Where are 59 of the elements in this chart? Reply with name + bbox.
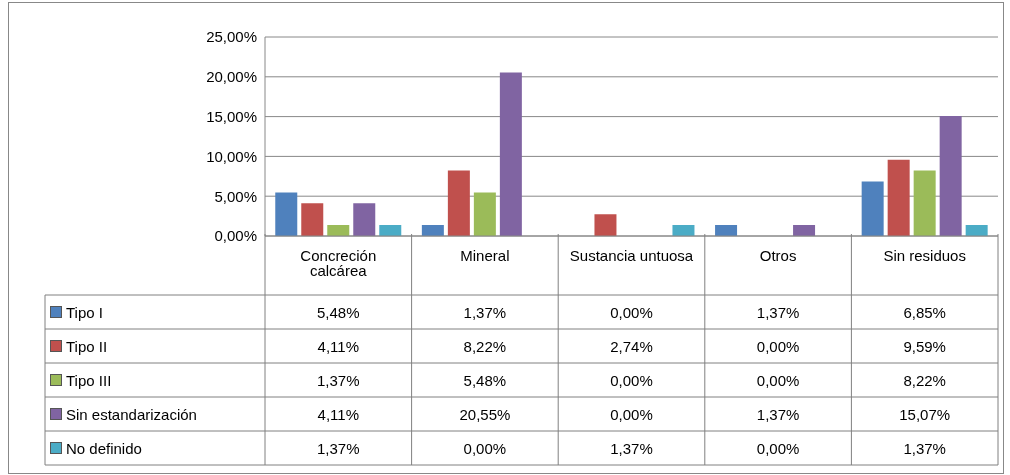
data-label: 8,22%: [462, 336, 508, 357]
bar: [594, 214, 617, 236]
legend-label: Sin estandarización: [66, 405, 197, 423]
data-label: 8,22%: [902, 370, 947, 391]
bar: [715, 225, 738, 236]
bar: [861, 181, 884, 236]
data-label: 4,11%: [316, 336, 360, 357]
bar: [379, 225, 402, 236]
bar: [301, 203, 324, 236]
data-label: 1,37%: [462, 302, 508, 323]
bar: [965, 225, 988, 236]
data-label: 2,74%: [609, 336, 654, 357]
data-label: 4,11%: [316, 404, 360, 425]
x-tick-label: Sustancia untuosa: [569, 246, 694, 264]
bar: [327, 225, 350, 236]
x-tick-label: Otros: [759, 246, 797, 264]
bar: [447, 170, 470, 236]
data-label: 0,00%: [755, 336, 801, 357]
bar: [913, 170, 936, 236]
data-label: 1,37%: [755, 404, 801, 425]
data-label: 0,00%: [462, 438, 508, 459]
data-label: 1,37%: [609, 438, 654, 459]
bar: [793, 225, 816, 236]
data-label: 9,59%: [902, 336, 947, 357]
bar: [421, 225, 444, 236]
data-label: 1,37%: [316, 438, 361, 459]
data-label: 0,00%: [609, 370, 654, 391]
legend-label: Tipo II: [66, 337, 108, 355]
data-label: 0,00%: [755, 438, 801, 459]
data-label: 20,55%: [458, 404, 512, 425]
legend-label: No definido: [66, 439, 142, 457]
bar: [353, 203, 376, 236]
data-label: 0,00%: [609, 302, 654, 323]
data-label: 0,00%: [609, 404, 654, 425]
y-tick-label: 20,00%: [206, 68, 257, 86]
legend-label: Tipo III: [66, 371, 112, 389]
bar: [473, 192, 496, 236]
data-label: 1,37%: [755, 302, 801, 323]
data-label: 5,48%: [462, 370, 508, 391]
bar: [939, 116, 962, 236]
data-label: 6,85%: [902, 302, 947, 323]
data-label: 0,00%: [755, 370, 801, 391]
legend-label: Tipo I: [66, 303, 103, 321]
bar: [887, 159, 910, 236]
x-tick-label: Sin residuos: [883, 246, 966, 264]
y-tick-label: 0,00%: [214, 227, 257, 245]
data-label: 15,07%: [898, 404, 952, 425]
data-label: 1,37%: [316, 370, 361, 391]
data-label: 5,48%: [316, 302, 361, 323]
bar: [672, 225, 695, 236]
y-tick-label: 15,00%: [206, 107, 257, 125]
bar: [499, 72, 522, 236]
x-tick-label: Mineral: [460, 246, 510, 264]
y-tick-label: 25,00%: [206, 28, 257, 46]
bar: [275, 192, 298, 236]
data-label: 1,37%: [902, 438, 947, 459]
x-tick-label: Concreción calcárea: [300, 246, 377, 279]
y-tick-label: 10,00%: [206, 147, 257, 165]
y-tick-label: 5,00%: [214, 187, 257, 205]
